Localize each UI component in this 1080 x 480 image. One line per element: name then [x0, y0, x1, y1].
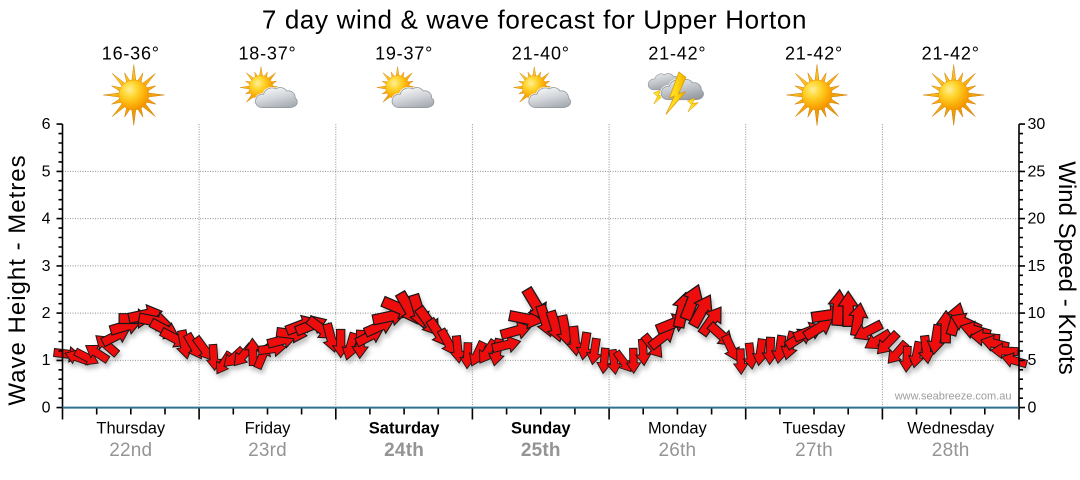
- svg-text:10: 10: [1028, 305, 1046, 322]
- svg-text:27th: 27th: [795, 440, 833, 461]
- svg-text:2: 2: [42, 305, 51, 322]
- svg-text:21-42°: 21-42°: [785, 44, 843, 64]
- svg-text:26th: 26th: [659, 440, 697, 461]
- svg-text:21-42°: 21-42°: [648, 44, 706, 64]
- svg-text:7 day wind & wave forecast for: 7 day wind & wave forecast for Upper Hor…: [262, 5, 807, 35]
- svg-text:Wind Speed - Knots: Wind Speed - Knots: [1053, 161, 1080, 374]
- svg-text:Tuesday: Tuesday: [783, 420, 846, 438]
- svg-text:Friday: Friday: [245, 420, 292, 438]
- svg-text:6: 6: [42, 116, 51, 133]
- svg-text:15: 15: [1028, 258, 1046, 275]
- svg-text:www.seabreeze.com.au: www.seabreeze.com.au: [894, 391, 1012, 403]
- svg-text:23rd: 23rd: [248, 440, 287, 461]
- svg-text:Saturday: Saturday: [369, 420, 440, 438]
- svg-text:5: 5: [42, 163, 51, 180]
- svg-text:Thursday: Thursday: [96, 420, 166, 438]
- svg-text:Wednesday: Wednesday: [907, 420, 995, 438]
- svg-text:25th: 25th: [521, 440, 561, 461]
- svg-text:5: 5: [1028, 352, 1037, 369]
- svg-text:18-37°: 18-37°: [238, 44, 296, 64]
- svg-text:3: 3: [42, 258, 51, 275]
- svg-text:30: 30: [1028, 116, 1046, 133]
- svg-text:4: 4: [42, 211, 51, 228]
- svg-text:0: 0: [42, 400, 51, 417]
- svg-text:20: 20: [1028, 211, 1046, 228]
- svg-text:Wave Height - Metres: Wave Height - Metres: [4, 154, 31, 405]
- svg-text:28th: 28th: [932, 440, 970, 461]
- svg-text:0: 0: [1028, 400, 1037, 417]
- svg-text:Monday: Monday: [648, 420, 707, 438]
- svg-text:25: 25: [1028, 163, 1046, 180]
- svg-text:24th: 24th: [384, 440, 424, 461]
- svg-text:Sunday: Sunday: [511, 420, 571, 438]
- svg-text:22nd: 22nd: [109, 440, 152, 461]
- svg-text:1: 1: [42, 352, 51, 369]
- svg-text:19-37°: 19-37°: [375, 44, 433, 64]
- svg-text:21-40°: 21-40°: [512, 44, 570, 64]
- svg-text:16-36°: 16-36°: [102, 44, 160, 64]
- svg-text:21-42°: 21-42°: [922, 44, 980, 64]
